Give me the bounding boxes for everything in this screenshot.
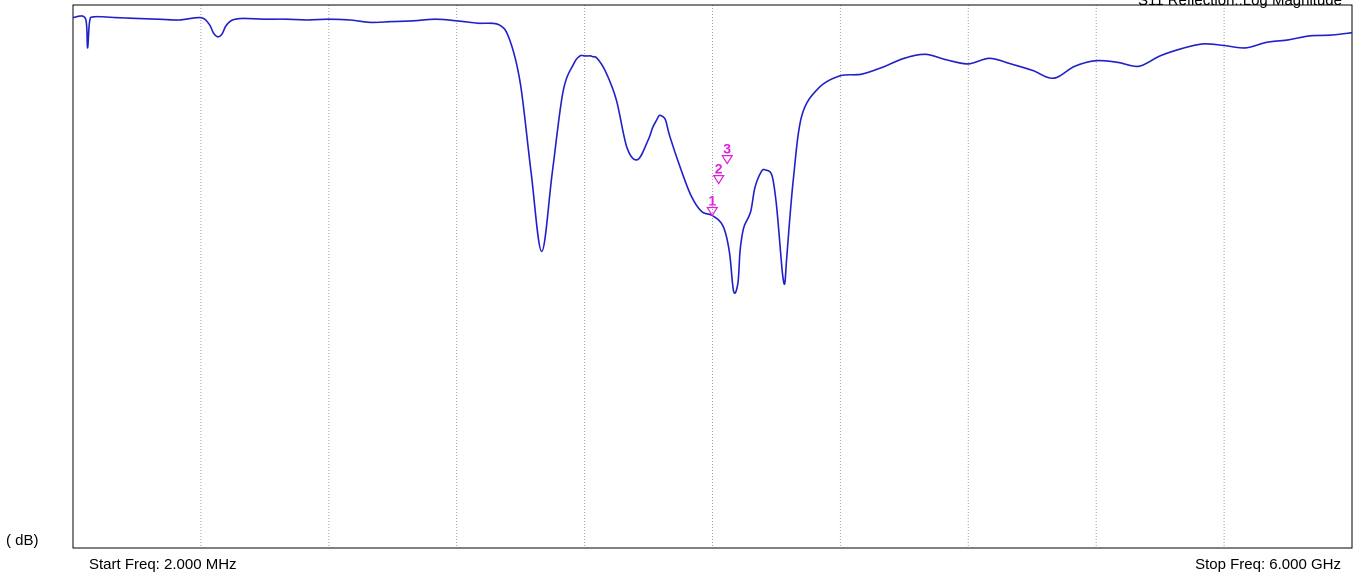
plot-frame xyxy=(72,4,1353,549)
stop-frequency-label: Stop Freq: 6.000 GHz xyxy=(1195,556,1341,573)
marker-2-label: 2 xyxy=(715,161,723,177)
marker-1-triangle xyxy=(706,206,719,217)
marker-2-triangle xyxy=(712,175,725,185)
marker-3-triangle xyxy=(721,155,734,165)
s11-trace-line xyxy=(72,15,1353,295)
chart-title: S11 Reflection::Log Magnitude xyxy=(1138,0,1342,9)
marker-group: 1 23 xyxy=(706,141,734,217)
marker-1-label: 1 xyxy=(708,193,716,209)
start-frequency-label: Start Freq: 2.000 MHz xyxy=(89,556,237,573)
marker-3-label: 3 xyxy=(723,141,731,157)
grid-lines xyxy=(200,5,1225,548)
y-axis-label: ( dB) xyxy=(6,532,39,549)
